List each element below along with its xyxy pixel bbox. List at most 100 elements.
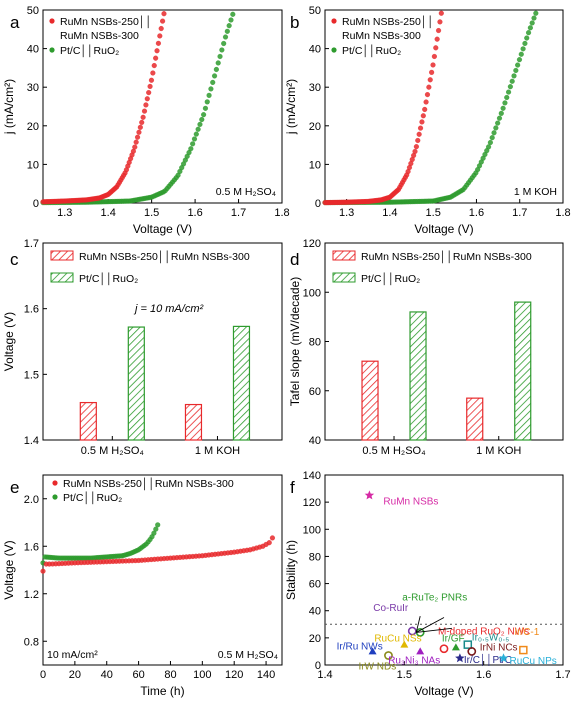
x-axis-label: Voltage (V) [414, 684, 473, 698]
x-tick-label: 1.8 [555, 207, 570, 219]
data-point [157, 33, 163, 39]
data-point [415, 137, 421, 144]
data-point [141, 108, 148, 114]
data-point [463, 640, 473, 649]
data-point [486, 144, 492, 150]
data-point [215, 60, 221, 66]
point-label: Ir/GF [442, 633, 465, 644]
y-tick-label: 50 [309, 5, 321, 17]
legend-label: RuMn NSBs-250││ [60, 15, 152, 29]
data-point [144, 96, 150, 102]
data-point [400, 640, 409, 648]
y-axis-label: Stability (h) [284, 540, 298, 600]
data-point [137, 124, 143, 130]
y-tick-label: 0 [315, 660, 321, 672]
point-label: RuMn NSBs [383, 496, 438, 507]
x-tick-label: 1.3 [339, 207, 354, 219]
y-tick-label: 1.2 [24, 589, 39, 601]
data-point [430, 62, 436, 68]
data-point [431, 53, 437, 60]
data-point [188, 146, 194, 152]
condition-label: 0.5 M H₂SO₄ [216, 186, 276, 198]
data-point [438, 10, 444, 16]
x-tick-label: 1.3 [57, 207, 72, 219]
data-point [427, 77, 433, 83]
y-tick-label: 0 [315, 198, 321, 210]
data-point [148, 77, 155, 83]
data-point [199, 116, 205, 123]
legend-marker [331, 18, 337, 24]
y-tick-label: 20 [27, 121, 39, 133]
x-tick-label: 1.6 [476, 669, 491, 681]
point-label: Ru₃Ni₃ NAs [388, 655, 440, 666]
data-point [519, 645, 528, 655]
y-tick-label: 30 [27, 82, 39, 94]
data-point [202, 105, 208, 111]
data-point [526, 30, 532, 36]
legend-marker [332, 250, 356, 261]
data-point [507, 84, 513, 90]
data-point [529, 20, 535, 26]
point-label: Ir/C-1 [514, 627, 539, 638]
data-point [133, 139, 139, 145]
y-tick-label: 10 [27, 159, 39, 171]
data-point [201, 112, 207, 118]
panel-a: a 1.3 1.4 1.5 1.6 1.7 1.8 0 10 20 30 40 50 Voltage (V… [2, 5, 290, 236]
data-point [500, 105, 506, 111]
legend-label: RuMn NSBs-300 [60, 30, 139, 42]
panel-b: b 1.3 1.4 1.5 1.6 1.7 1.8 0 10 20 30 40 50 Voltage (V… [284, 5, 571, 236]
bar [409, 311, 427, 441]
data-point [437, 19, 443, 25]
data-point [489, 135, 495, 141]
data-point [139, 119, 145, 125]
bar [514, 301, 532, 441]
data-point [226, 23, 232, 29]
y-tick-label: 0.8 [24, 636, 39, 648]
data-point [429, 69, 435, 75]
x-category-label: 0.5 M H₂SO₄ [362, 445, 426, 457]
condition-label: 1 M KOH [514, 186, 557, 198]
data-point [136, 129, 142, 135]
data-point [221, 40, 227, 47]
y-tick-label: 60 [309, 579, 321, 591]
bar [184, 403, 203, 441]
y-axis-label: Voltage (V) [2, 540, 16, 599]
y-tick-label: 1.6 [24, 541, 39, 553]
bar [361, 360, 379, 441]
legend-label: Pt/C││RuO₂ [342, 44, 401, 58]
legend-label: RuMn NSBs-300 [342, 30, 421, 42]
x-tick-label: 20 [69, 669, 81, 681]
y-tick-label: 80 [309, 551, 321, 563]
panel-e: e 0 20 40 60 80 100 120 140 0.8 1.2 1.6 2.0 Time (h) V… [2, 474, 283, 698]
data-point [224, 28, 230, 34]
x-category-label: 1 M KOH [195, 445, 240, 457]
x-tick-label: 1.4 [317, 669, 332, 681]
data-point [135, 134, 141, 140]
plot-frame [42, 242, 283, 441]
data-point [208, 86, 214, 92]
legend-marker [331, 47, 337, 53]
data-point [527, 25, 533, 31]
data-point [161, 11, 167, 17]
point-label: Ir/Ru NWs [337, 641, 383, 652]
data-point [384, 651, 393, 660]
y-tick-label: 80 [309, 337, 321, 349]
data-point [191, 136, 198, 142]
data-point [40, 568, 46, 574]
annotation-arrow [416, 627, 452, 633]
data-point [204, 99, 210, 105]
y-tick-label: 30 [309, 82, 321, 94]
x-tick-label: 1.6 [187, 207, 202, 219]
x-tick-label: 1.8 [274, 207, 289, 219]
data-point [146, 90, 152, 96]
data-point [407, 626, 417, 636]
x-tick-label: 140 [257, 669, 275, 681]
data-point [230, 11, 236, 17]
data-point [228, 17, 234, 23]
data-point [439, 644, 449, 654]
annotation-arrow [416, 617, 445, 633]
bar [232, 325, 251, 441]
y-tick-label: 140 [303, 470, 321, 482]
